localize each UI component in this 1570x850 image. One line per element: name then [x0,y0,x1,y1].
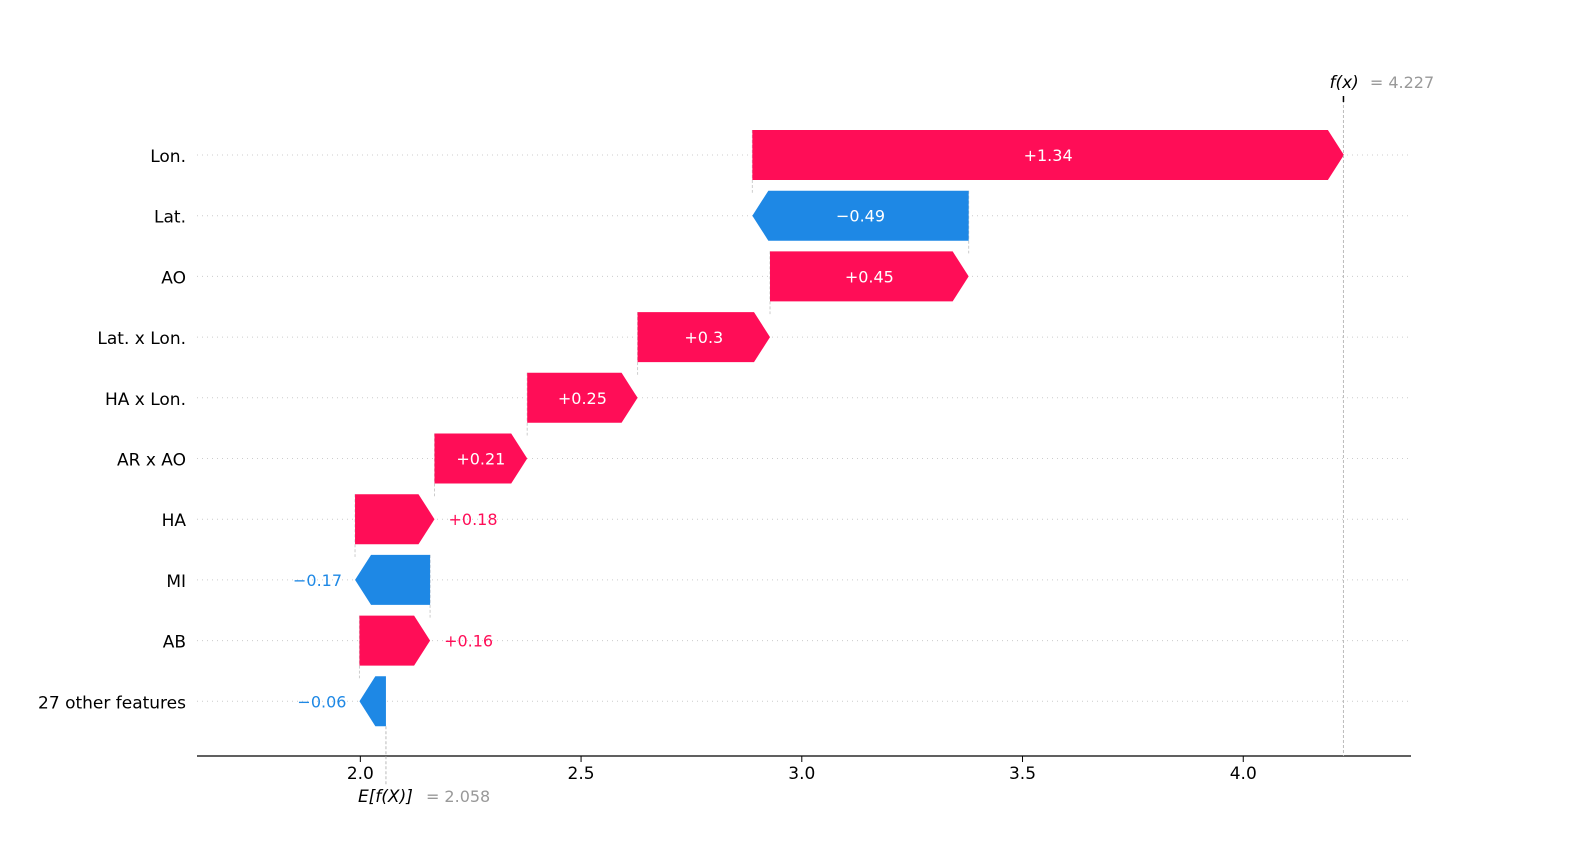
bar-ab [359,615,431,666]
output-value-number: = 4.227 [1370,73,1434,92]
bar-value-label: +0.18 [449,510,498,529]
feature-label: MI [166,572,186,592]
bar-mi [355,554,431,605]
x-axis: 2.0 2.5 3.0 3.5 4.0 [197,755,1411,784]
bar-27-other-features [359,676,386,727]
feature-label: Lat. x Lon. [97,329,186,349]
feature-label: Lat. [154,208,186,228]
bar-lat-x-lon- [637,312,771,363]
bar-value-label: −0.17 [293,571,342,590]
feature-label: AR x AO [117,451,186,471]
x-tick-label: 2.5 [568,764,595,784]
bar-ar-x-ao [434,433,528,484]
feature-label: AO [161,268,186,288]
bar-value-label: +0.16 [444,632,493,651]
bar-value-label: +1.34 [1024,146,1073,165]
bar-lon- [752,130,1344,180]
feature-labels: Lon. Lat. AO Lat. x Lon. HA x Lon. AR x AO HA M… [38,147,186,713]
x-tick-label: 3.0 [788,764,815,784]
bar-ao [770,251,969,302]
base-value-number: = 2.058 [426,787,490,806]
feature-label: Lon. [150,147,186,167]
feature-label: AB [163,633,186,653]
base-value-annotation: E[f(X)] = 2.058 [358,787,490,807]
output-value-label: f(x) [1329,73,1358,93]
x-tick-label: 2.0 [347,764,374,784]
x-tick-label: 4.0 [1230,764,1257,784]
feature-label: HA [162,511,187,531]
output-value-annotation: f(x) = 4.227 [1329,73,1434,93]
bar-value-label: +0.45 [845,267,894,286]
bar-ha-x-lon- [527,372,638,423]
base-value-label: E[f(X)] [358,787,413,807]
bars [355,130,1344,727]
feature-label: HA x Lon. [105,390,186,410]
bar-value-label: +0.21 [456,450,505,469]
bar-lat- [752,190,969,241]
bar-value-label: +0.3 [684,328,723,347]
bar-value-label: +0.25 [558,389,607,408]
bar-value-label: −0.49 [836,207,885,226]
bar-labels: +1.34 −0.49 +0.45 +0.3 +0.25 +0.21 +0.18 −0.17 +… [293,146,1073,711]
bar-ha [355,494,435,545]
bar-value-label: −0.06 [297,692,346,711]
feature-label: 27 other features [38,693,186,713]
x-tick-label: 3.5 [1009,764,1036,784]
